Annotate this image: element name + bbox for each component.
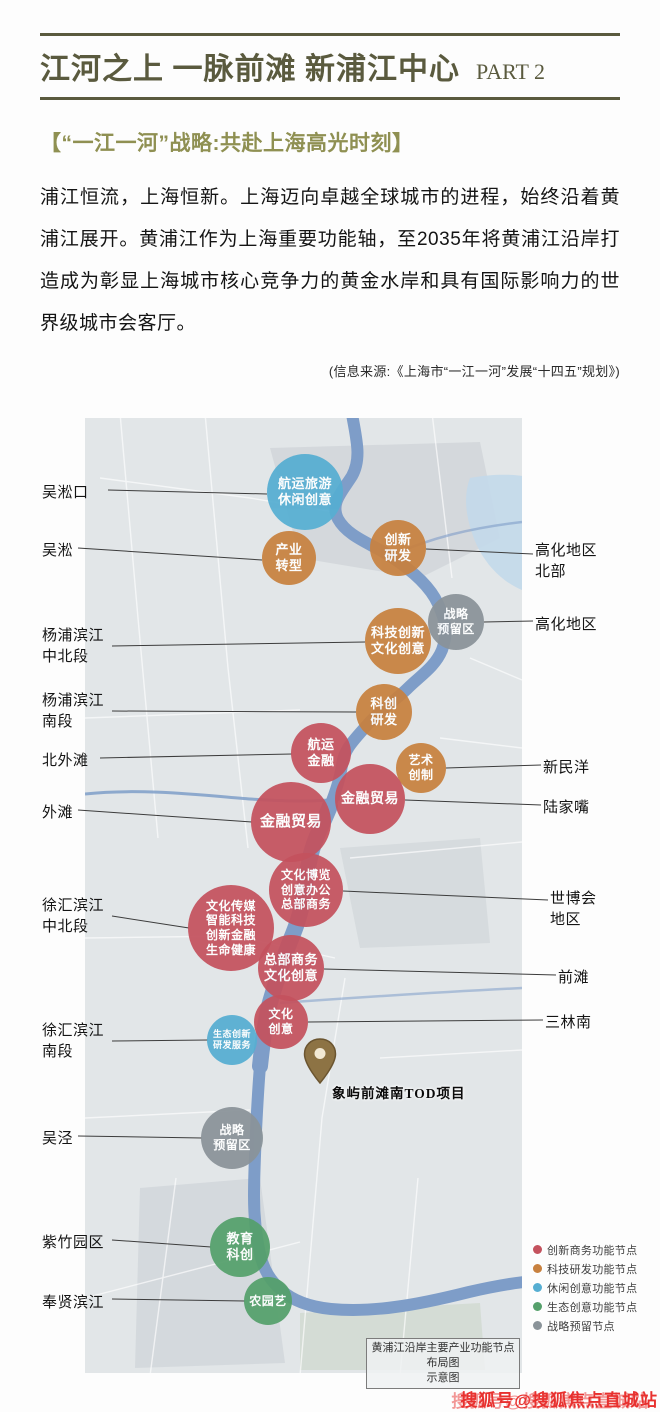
map-legend: 创新商务功能节点 科技研发功能节点 休闲创意功能节点 生态创意功能节点 战略预留节点: [533, 1240, 637, 1335]
map-canvas: [77, 418, 557, 1373]
urban-patch: [340, 838, 490, 948]
legend-dot: [533, 1245, 542, 1254]
header-rule-bottom: [40, 97, 620, 100]
body-paragraph: 浦江恒流，上海恒新。上海迈向卓越全球城市的进程，始终沿着黄浦江展开。黄浦江作为上…: [40, 187, 620, 334]
watermark: 搜狐号@搜狐焦点直城站: [460, 1391, 658, 1410]
legend-label: 生态创意功能节点: [547, 1301, 638, 1314]
header: 江河之上 一脉前滩 新浦江中心 PART 2: [40, 44, 620, 88]
pin-label: 象屿前滩南TOD项目: [332, 1086, 466, 1101]
industry-node-map: 航运旅游 休闲创意 产业 转型 创新 研发 战略 预留区 科技创新 文化创意 科创 研发航…: [0, 418, 660, 1389]
legend-dot: [533, 1264, 542, 1273]
label-connector-line: [342, 890, 549, 901]
label-connector-line: [99, 753, 293, 759]
sea-area: [466, 474, 522, 590]
caption-line2: 示意图: [426, 1372, 460, 1384]
legend-dot: [533, 1321, 542, 1330]
legend-item: 休闲创意功能节点: [533, 1278, 637, 1297]
source-note: (信息来源:《上海市“一江一河”发展“十四五”规划》): [328, 364, 620, 379]
header-rule-top: [40, 33, 620, 36]
caption-line1: 黄浦江沿岸主要产业功能节点布局图: [371, 1342, 515, 1369]
label-connector-line: [111, 710, 357, 713]
label-connector-line: [111, 1298, 246, 1302]
legend-item: 生态创意功能节点: [533, 1297, 637, 1316]
label-connector-line: [307, 1019, 544, 1023]
label-connector-line: [77, 1135, 203, 1139]
map-caption: 黄浦江沿岸主要产业功能节点布局图 示意图: [366, 1338, 520, 1389]
legend-label: 科技研发功能节点: [547, 1263, 638, 1276]
label-connector-line: [445, 764, 542, 769]
location-pin-icon: [303, 1038, 337, 1085]
label-connector-line: [77, 547, 263, 561]
label-connector-line: [111, 915, 190, 929]
label-connector-line: [323, 968, 557, 976]
label-connector-line: [483, 620, 534, 623]
page-title: 江河之上 一脉前滩 新浦江中心: [40, 53, 460, 86]
legend-item: 科技研发功能节点: [533, 1259, 637, 1278]
label-connectors: [77, 489, 557, 1302]
part-label: PART 2: [476, 59, 545, 84]
legend-label: 休闲创意功能节点: [547, 1282, 638, 1295]
label-connector-line: [404, 799, 542, 806]
label-connector-line: [77, 809, 253, 823]
label-connector-line: [111, 1239, 212, 1248]
legend-item: 战略预留节点: [533, 1316, 637, 1335]
label-connector-line: [111, 641, 366, 647]
legend-dot: [533, 1302, 542, 1311]
label-connector-line: [111, 1039, 209, 1042]
section-subtitle: 【“一江一河”战略:共赴上海高光时刻】: [40, 132, 414, 155]
legend-item: 创新商务功能节点: [533, 1240, 637, 1259]
project-pin: [303, 1038, 337, 1085]
legend-label: 创新商务功能节点: [547, 1244, 638, 1257]
legend-label: 战略预留节点: [547, 1320, 615, 1333]
label-connector-line: [107, 489, 268, 495]
label-connector-line: [425, 548, 534, 555]
legend-dot: [533, 1283, 542, 1292]
